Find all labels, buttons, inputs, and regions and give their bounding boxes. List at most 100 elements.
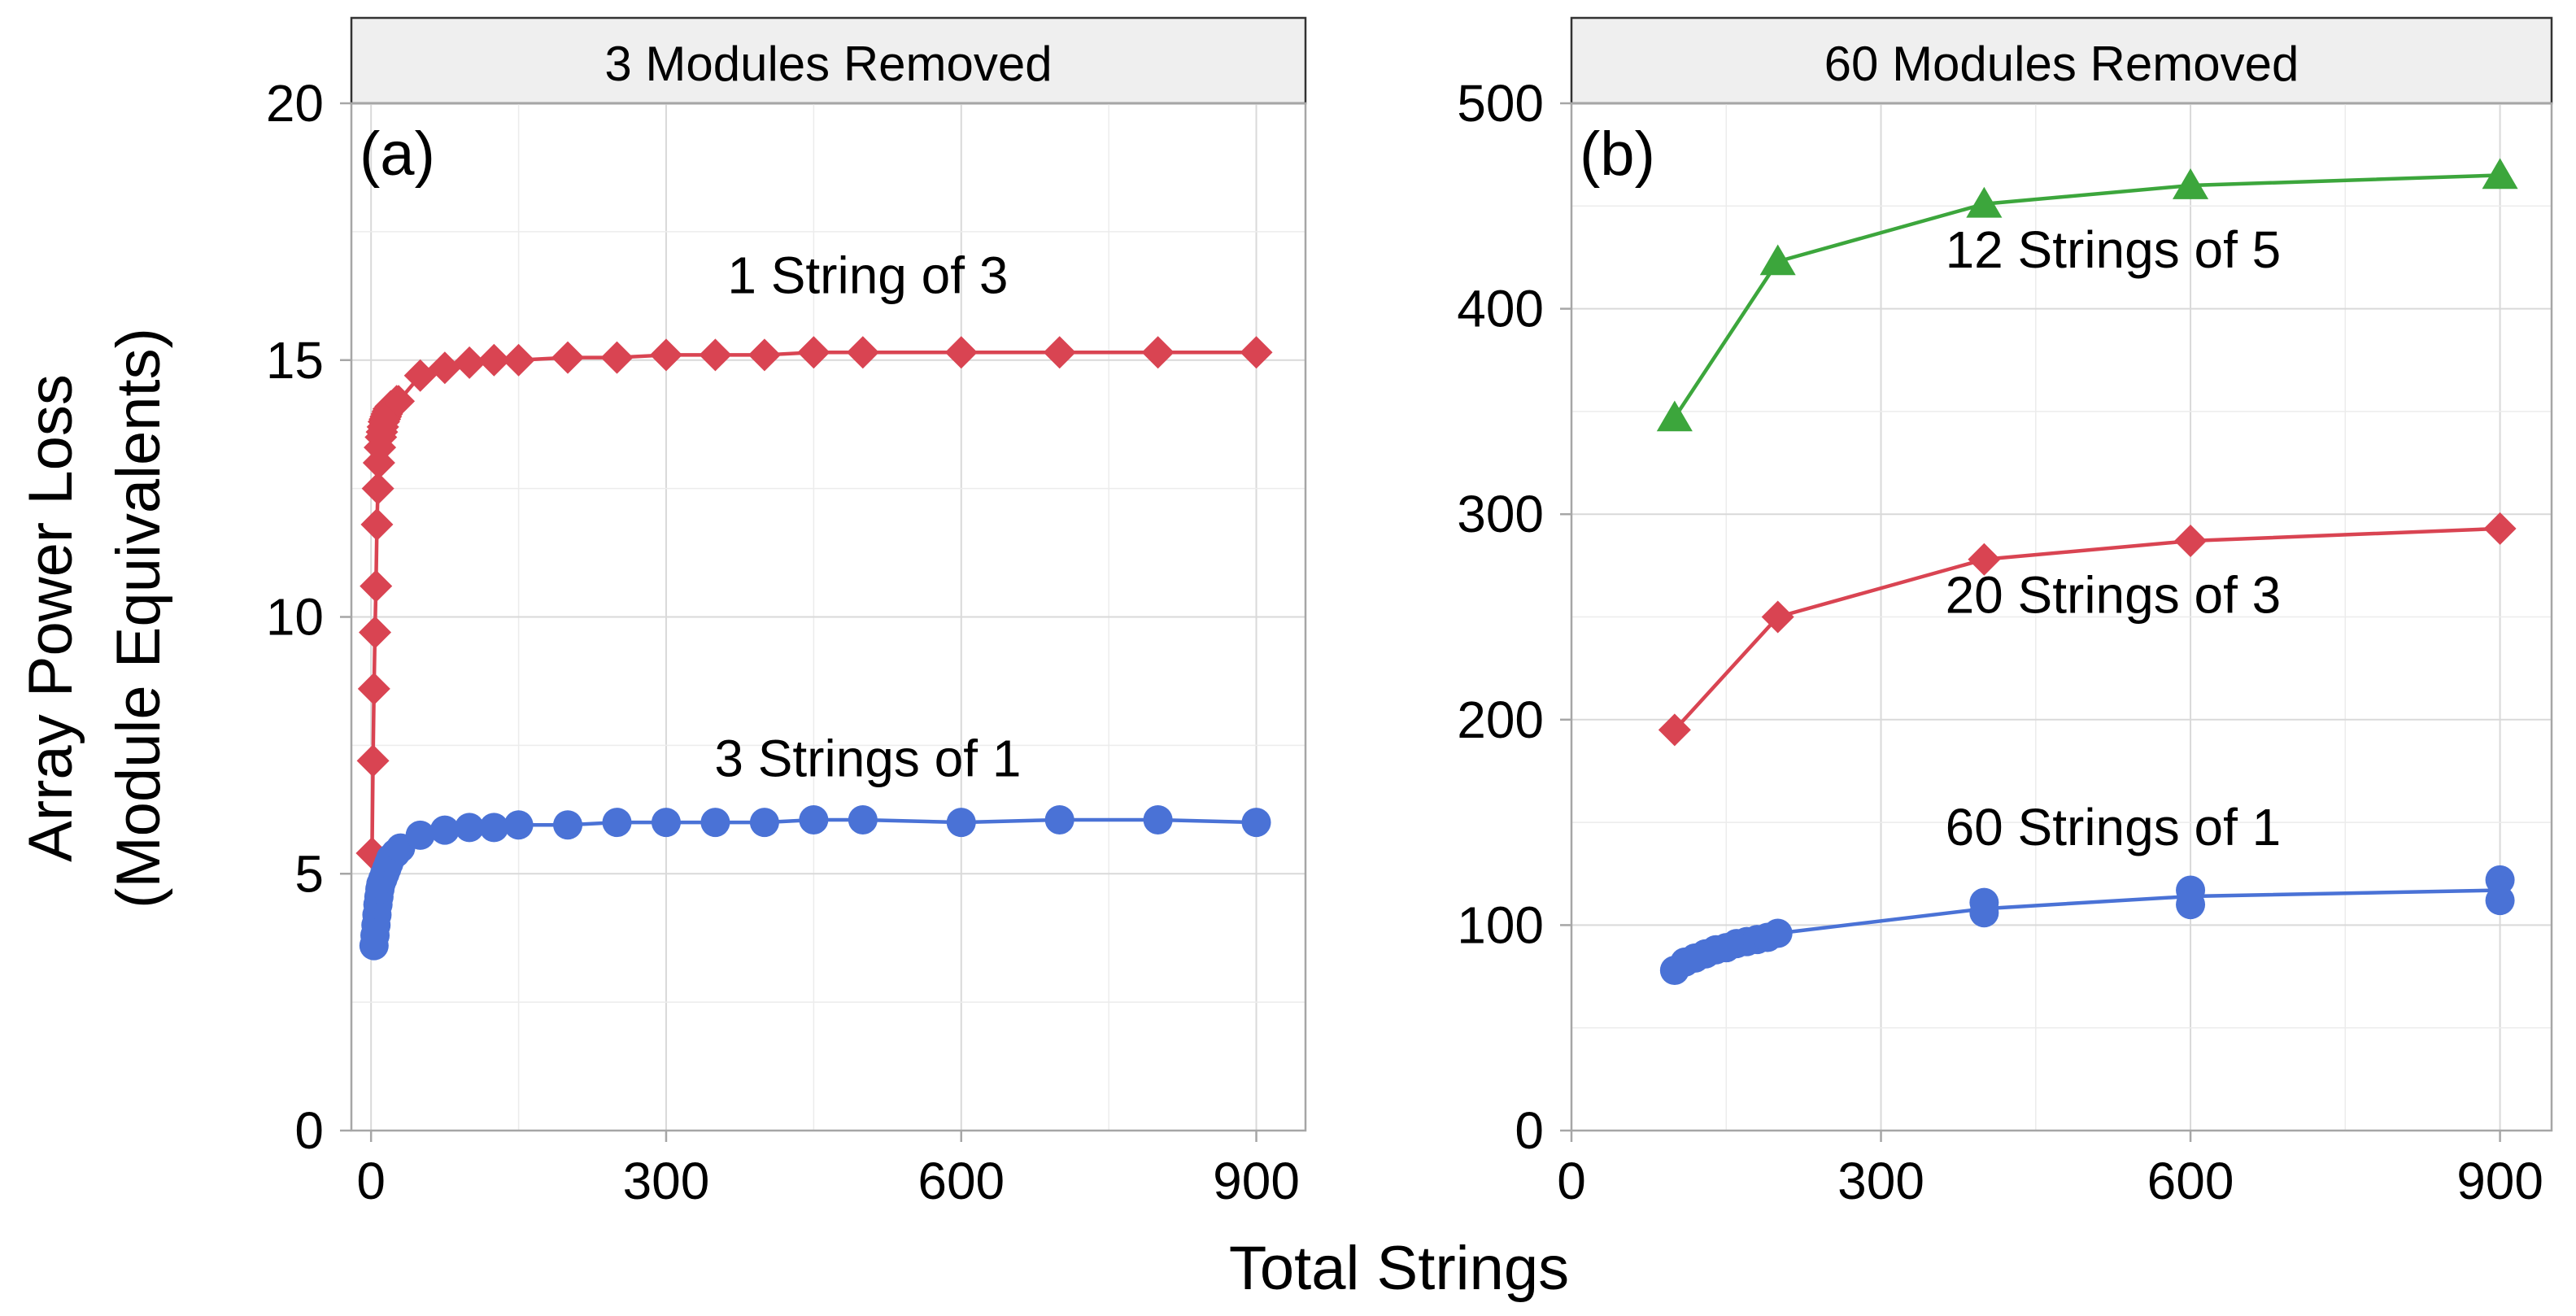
data-point <box>382 385 416 418</box>
data-point <box>2483 512 2517 545</box>
panel-strip <box>350 16 1307 105</box>
x-tick-label: 900 <box>1213 1152 1300 1210</box>
x-tick-label: 900 <box>2456 1152 2543 1210</box>
data-point <box>799 804 829 834</box>
x-tick-label: 0 <box>1557 1152 1586 1210</box>
data-point <box>1969 887 1999 917</box>
y-tick-label: 0 <box>1515 1101 1544 1160</box>
y-tick-label: 5 <box>294 844 324 903</box>
data-point <box>2485 865 2515 895</box>
data-point <box>1141 336 1175 369</box>
y-axis-title-line2: (Module Equivalents) <box>104 328 173 909</box>
x-tick-label: 600 <box>918 1152 1005 1210</box>
data-point <box>405 820 435 850</box>
x-axis-title: Total Strings <box>1229 1234 1569 1303</box>
data-point <box>846 336 879 369</box>
data-point <box>502 343 535 377</box>
y-tick-label: 20 <box>266 74 324 133</box>
y-tick-label: 400 <box>1457 280 1544 338</box>
y-tick-label: 15 <box>266 331 324 390</box>
data-point <box>651 808 681 838</box>
data-point <box>359 616 392 649</box>
data-point <box>360 508 394 541</box>
series-60-strings-of-1: 60 Strings of 1 <box>1659 798 2515 985</box>
data-point <box>699 338 732 372</box>
series-12-strings-of-5: 12 Strings of 5 <box>1656 158 2518 432</box>
panel-a: 3 Modules Removed 0 300 600 900 0 5 10 15 20 (a) 1 … <box>266 16 1307 1210</box>
data-point <box>1966 186 2003 218</box>
series-line <box>372 817 1257 946</box>
data-point <box>2176 875 2206 905</box>
series-line <box>1674 888 2500 973</box>
data-point <box>477 343 511 377</box>
series-label: 1 String of 3 <box>727 246 1008 305</box>
data-point <box>360 569 393 603</box>
series-20-strings-of-3: 20 Strings of 3 <box>1658 512 2517 747</box>
series-label: 12 Strings of 5 <box>1946 220 2282 279</box>
y-tick-label: 10 <box>266 588 324 647</box>
series-line <box>1672 173 2500 419</box>
y-axis-title-line1: Array Power Loss <box>16 374 85 862</box>
y-tick-label: 500 <box>1457 74 1544 133</box>
data-point <box>602 808 632 838</box>
y-tick-label: 100 <box>1457 895 1544 954</box>
data-point <box>1763 918 1793 948</box>
data-point <box>361 472 394 505</box>
data-point <box>357 672 390 705</box>
data-point <box>1240 336 1273 369</box>
data-point <box>749 808 779 838</box>
panel-strip <box>1570 16 2553 105</box>
data-point <box>700 808 730 838</box>
panel-title: 3 Modules Removed <box>604 37 1052 91</box>
x-tick-label: 0 <box>356 1152 386 1210</box>
data-point <box>455 813 485 843</box>
series-3-strings-of-1: 3 Strings of 1 <box>359 729 1271 961</box>
panels: 3 Modules Removed 0 300 600 900 0 5 10 15 20 (a) 1 … <box>266 16 2553 1210</box>
series-label: 20 Strings of 3 <box>1946 565 2282 624</box>
data-point <box>479 813 509 843</box>
data-point <box>428 351 461 385</box>
panel-title: 60 Modules Removed <box>1824 37 2299 91</box>
data-point <box>600 341 634 374</box>
data-point <box>848 804 878 834</box>
data-point <box>503 810 534 840</box>
series-line <box>1673 526 2500 731</box>
series-label: 60 Strings of 1 <box>1946 798 2282 856</box>
data-point <box>1143 804 1173 834</box>
data-point <box>2173 168 2209 199</box>
panel-b: 60 Modules Removed 0 300 600 900 0 100 200 300 40… <box>1457 16 2553 1210</box>
data-point <box>649 338 682 372</box>
y-tick-label: 200 <box>1457 691 1544 749</box>
data-point <box>2485 886 2515 916</box>
x-tick-label: 300 <box>1837 1152 1924 1210</box>
data-point <box>551 341 585 374</box>
data-point <box>429 815 460 845</box>
data-point <box>453 346 486 379</box>
panel-label: (b) <box>1580 120 1655 189</box>
y-tick-label: 300 <box>1457 485 1544 543</box>
data-point <box>2174 525 2208 558</box>
data-point <box>1759 244 1796 276</box>
data-point <box>944 336 978 369</box>
x-tick-label: 300 <box>623 1152 710 1210</box>
data-point <box>1241 808 1271 838</box>
data-point <box>797 336 830 369</box>
data-point <box>1968 543 2001 576</box>
data-point <box>946 808 976 838</box>
data-point <box>1658 713 1691 747</box>
data-point <box>2482 158 2518 190</box>
plot-frame <box>1570 102 2553 1132</box>
data-point <box>748 338 781 372</box>
panel-label: (a) <box>360 120 435 189</box>
data-point <box>1044 804 1074 834</box>
data-point <box>403 359 437 392</box>
series-1-string-of-3: 1 String of 3 <box>355 246 1273 869</box>
x-tick-label: 600 <box>2147 1152 2234 1210</box>
y-tick-label: 0 <box>294 1101 324 1160</box>
data-point <box>356 744 390 778</box>
series-label: 3 Strings of 1 <box>714 729 1021 787</box>
data-point <box>1761 600 1794 634</box>
data-point <box>553 810 583 840</box>
data-point <box>1656 400 1693 432</box>
data-point <box>1043 336 1076 369</box>
